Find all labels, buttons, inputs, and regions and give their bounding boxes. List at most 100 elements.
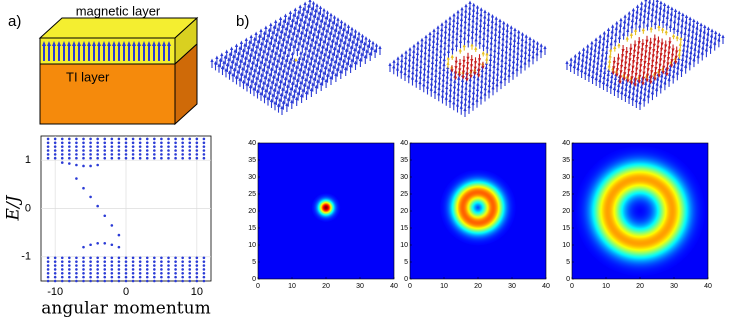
bulk-state (145, 260, 149, 263)
spin-arrow-head (323, 52, 327, 56)
spin-arrow-head (315, 3, 319, 7)
spin-arrow-head (237, 64, 241, 68)
spin-arrow-head (300, 30, 304, 35)
spin-arrow-head (261, 36, 265, 40)
spin-arrow-head (298, 35, 302, 40)
bulk-state (145, 264, 149, 267)
bulk-state (53, 149, 57, 152)
bulk-state (60, 156, 64, 160)
y-tick-label: 15 (400, 225, 408, 232)
spin-arrow-head (408, 47, 412, 51)
spin-arrow-head (356, 49, 360, 54)
spin-arrow-head (220, 52, 224, 56)
bulk-state (181, 264, 184, 267)
y-tick-label: 20 (400, 208, 408, 215)
spin-arrow-head (272, 74, 276, 79)
spin-arrow-head (608, 59, 612, 63)
spin-arrow-head (285, 71, 289, 75)
spin-arrow-head (279, 61, 283, 65)
spin-arrow-head (631, 60, 636, 64)
spin-arrow-head (477, 68, 481, 73)
spin-arrow-head (487, 11, 491, 16)
spin-arrow-head (272, 56, 276, 60)
spin-arrow-head (241, 48, 246, 52)
spin-arrow-head (641, 76, 646, 81)
spin-arrow-head (326, 23, 330, 27)
x-tick-label: 0 (123, 286, 129, 298)
x-tick-label: 0 (570, 283, 574, 290)
bulk-state (117, 153, 121, 156)
spin-arrow-head (325, 60, 329, 64)
spin-arrow-head (302, 38, 306, 42)
spin-arrow-head (250, 79, 254, 83)
spin-arrow-head (92, 41, 96, 46)
bulk-state (202, 145, 206, 148)
spin-arrow-head (281, 55, 285, 60)
spin-arrow-head (633, 44, 637, 48)
bulk-state (96, 141, 99, 145)
spin-arrow-head (236, 69, 240, 74)
spin-arrow-head (470, 42, 474, 47)
spin-arrow-head (306, 53, 310, 58)
spin-arrow-head (314, 71, 318, 75)
spin-arrow-head (647, 63, 651, 67)
bulk-state (89, 156, 92, 160)
y-tick-label: 10 (562, 242, 570, 249)
x-tick-label: 10 (288, 283, 296, 290)
x-tick-label: 0 (256, 283, 260, 290)
spin-arrow-head (663, 2, 667, 7)
spin-arrow-head (290, 36, 294, 41)
bulk-state (124, 275, 128, 279)
spin-arrow-head (483, 9, 487, 13)
bulk-state (75, 141, 78, 145)
bulk-state (96, 156, 99, 160)
bulk-state (131, 275, 135, 279)
spin-arrow-head (335, 35, 339, 40)
spin-arrow-head (674, 55, 678, 60)
spin-arrow-head (461, 70, 466, 75)
spin-arrow-head (353, 60, 358, 64)
spin-arrow-head (315, 66, 319, 70)
spin-arrow-head (626, 74, 630, 78)
bulk-state (68, 149, 71, 152)
bulk-state (53, 268, 57, 271)
bulk-state (202, 153, 206, 156)
bulk-state (145, 271, 149, 275)
bulk-state (103, 149, 107, 152)
spin-arrow-head (290, 51, 295, 56)
spin-arrow-head (320, 63, 324, 67)
spin-arrow-head (633, 28, 638, 32)
bulk-state (60, 271, 64, 275)
bulk-state (167, 145, 170, 148)
bulk-state (89, 153, 92, 156)
spin-arrow-head (636, 51, 640, 56)
spin-arrow-head (334, 41, 338, 45)
spin-arrow-head (295, 33, 299, 38)
bulk-state (117, 156, 121, 160)
bulk-state (110, 156, 114, 160)
spin-arrow-head (295, 96, 299, 100)
spin-arrow-head (404, 50, 408, 54)
bulk-state (153, 141, 156, 145)
bulk-state (46, 256, 50, 260)
bulk-state (174, 275, 177, 279)
bulk-state (188, 141, 192, 145)
spin-arrow-head (360, 33, 365, 38)
spin-arrow-head (606, 27, 611, 32)
spin-arrow-head (142, 41, 146, 46)
bulk-state (202, 268, 206, 271)
bulk-state (46, 260, 50, 263)
bulk-state (195, 256, 199, 260)
bulk-state (160, 260, 163, 263)
bulk-state (131, 137, 135, 141)
spin-arrow-head (646, 68, 650, 72)
bulk-state (145, 137, 149, 141)
spin-arrow-head (302, 69, 306, 74)
spin-arrow-head (454, 66, 458, 70)
spin-arrow-head (363, 41, 367, 45)
spin-arrow-head (329, 44, 333, 48)
spin-arrow-head (643, 61, 647, 65)
spin-arrow-head (656, 45, 660, 50)
spin-arrow-head (624, 61, 628, 66)
spin-arrow-head (668, 41, 672, 45)
